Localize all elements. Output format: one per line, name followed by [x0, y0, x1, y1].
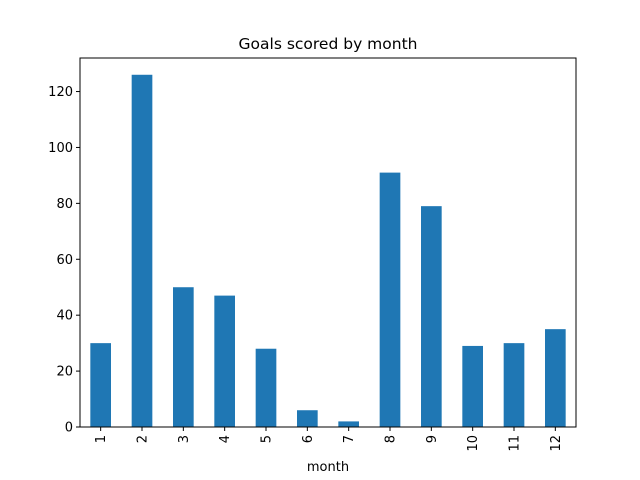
y-tick-label-0: 0 [65, 421, 73, 436]
bar-month-6 [297, 410, 318, 427]
x-tick-label-8: 8 [384, 435, 399, 443]
x-tick-label-11: 11 [508, 435, 523, 452]
y-tick-label-60: 60 [56, 253, 73, 268]
bar-month-4 [214, 295, 235, 427]
bar-month-10 [462, 345, 483, 427]
bar-month-2 [131, 74, 153, 428]
y-axis: 0 20 40 60 80 100 120 [48, 85, 80, 436]
x-tick-label-2: 2 [136, 435, 151, 443]
bar-month-1 [90, 343, 111, 427]
bar-month-5 [255, 348, 277, 427]
bar-month-3 [173, 287, 194, 427]
y-tick-label-20: 20 [56, 365, 73, 380]
x-tick-label-6: 6 [301, 435, 316, 443]
x-axis-label: month [307, 460, 349, 475]
bar-month-9 [421, 206, 442, 427]
plot-frame [79, 57, 577, 428]
x-tick-label-10: 10 [466, 435, 481, 452]
x-tick-label-9: 9 [425, 435, 440, 443]
bar-month-12 [545, 329, 566, 427]
bar-month-8 [379, 172, 401, 427]
bars-group [90, 74, 566, 428]
bar-month-7 [338, 421, 359, 427]
x-axis: 1 2 3 4 5 6 7 8 9 10 11 12 [94, 427, 564, 452]
y-tick-label-120: 120 [48, 85, 73, 100]
x-tick-label-3: 3 [177, 435, 192, 443]
y-tick-label-40: 40 [56, 309, 73, 324]
x-tick-label-4: 4 [218, 435, 233, 443]
x-tick-label-1: 1 [94, 435, 109, 443]
y-tick-label-100: 100 [48, 141, 73, 156]
chart-title: Goals scored by month [239, 35, 418, 53]
x-tick-label-5: 5 [260, 435, 275, 443]
y-tick-label-80: 80 [56, 197, 73, 212]
x-tick-label-7: 7 [342, 435, 357, 443]
x-tick-label-12: 12 [549, 435, 564, 452]
bar-month-11 [503, 343, 525, 427]
